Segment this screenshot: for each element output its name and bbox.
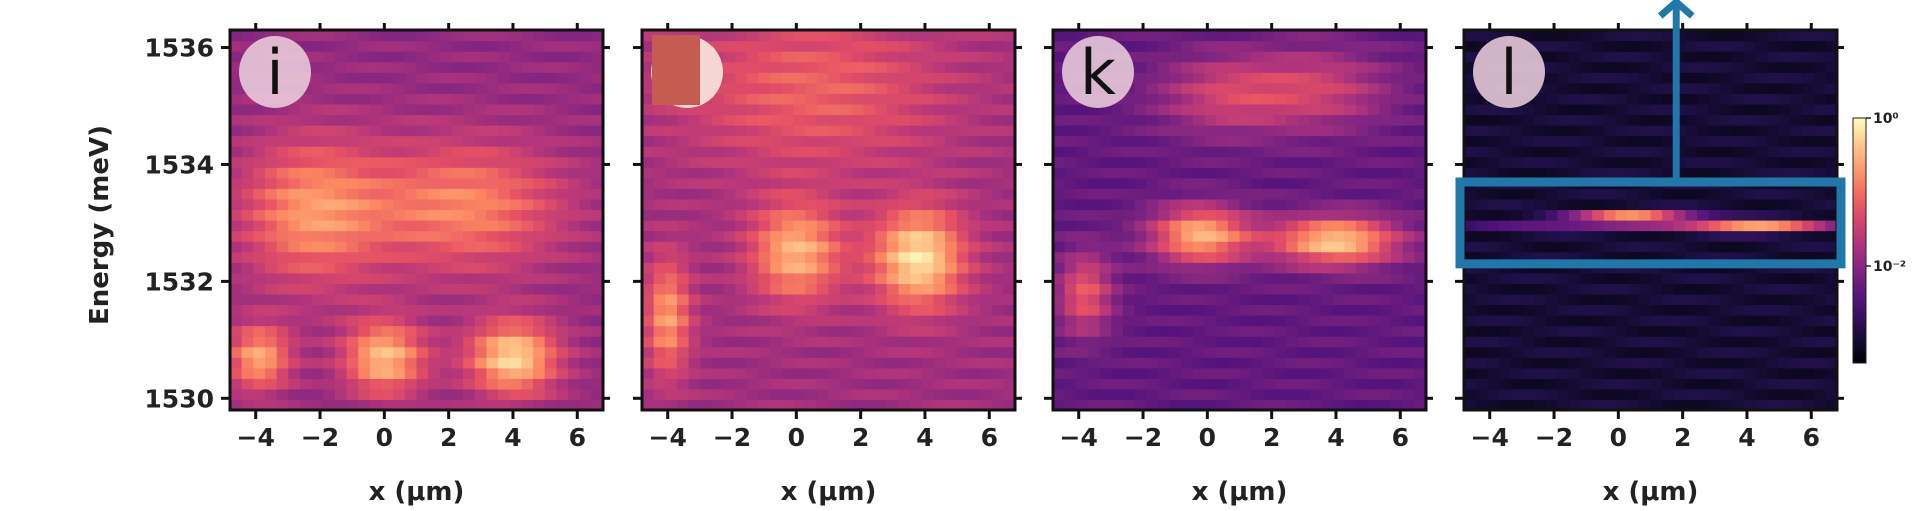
x-tick-label: −2 bbox=[1124, 423, 1162, 452]
y-tick-label: 1530 bbox=[144, 384, 214, 413]
heatmap-panel-l: −4 −2 0 2 4 6 x (μm) l bbox=[1455, 0, 1846, 507]
y-axis-title: Energy (meV) bbox=[85, 125, 115, 325]
x-tick-label: −4 bbox=[1060, 423, 1098, 452]
panel-badge bbox=[1473, 36, 1545, 108]
panel-badge-occluder bbox=[652, 35, 700, 105]
heatmap-cells bbox=[230, 30, 603, 410]
heatmap-panel-i: −4 −2 0 2 4 6 1530 1532 1534 1536 x (μm) i bbox=[144, 23, 610, 507]
y-tick-label: 1532 bbox=[144, 267, 214, 296]
heatmap-panel-k: −4 −2 0 2 4 6 x (μm) k bbox=[1044, 23, 1433, 507]
x-tick-label: −2 bbox=[301, 423, 339, 452]
plot-frame bbox=[640, 28, 1017, 412]
x-tick-label: 2 bbox=[440, 423, 457, 452]
y-tick-label: 1536 bbox=[144, 34, 214, 63]
x-axis-title: x (μm) bbox=[369, 477, 465, 507]
x-tick-label: −4 bbox=[1471, 423, 1509, 452]
panel-badge bbox=[1062, 36, 1134, 108]
x-tick-label: 6 bbox=[1803, 423, 1820, 452]
x-tick-label: 4 bbox=[916, 423, 933, 452]
x-tick-label: 0 bbox=[1610, 423, 1627, 452]
x-tick-label: 2 bbox=[1263, 423, 1280, 452]
colorbar-gradient bbox=[1852, 117, 1867, 364]
x-axis-title: x (μm) bbox=[1192, 477, 1288, 507]
x-tick-label: 6 bbox=[981, 423, 998, 452]
arrow-head bbox=[1657, 0, 1695, 19]
x-tick-label: 0 bbox=[788, 423, 805, 452]
x-tick-label: 0 bbox=[1199, 423, 1216, 452]
panel-letter: k bbox=[1080, 36, 1116, 109]
panel-letter: i bbox=[266, 36, 283, 109]
x-tick-label: −4 bbox=[237, 423, 275, 452]
x-tick-label: 6 bbox=[1392, 423, 1409, 452]
plot-frame bbox=[1051, 28, 1428, 412]
x-tick-label: 4 bbox=[504, 423, 521, 452]
x-tick-label: 2 bbox=[852, 423, 869, 452]
colorbar-min-label: 10⁻² bbox=[1873, 259, 1906, 275]
plot-frame bbox=[228, 28, 605, 412]
panel-letter: l bbox=[1500, 36, 1517, 109]
panel-badge bbox=[239, 36, 311, 108]
x-tick-label: −2 bbox=[1535, 423, 1573, 452]
x-tick-label: 4 bbox=[1738, 423, 1755, 452]
x-tick-label: −4 bbox=[649, 423, 687, 452]
x-tick-label: 6 bbox=[569, 423, 586, 452]
y-tick-label: 1534 bbox=[144, 150, 214, 179]
colorbar: 10⁰ 10⁻² bbox=[1852, 111, 1906, 364]
heatmap-cells bbox=[1053, 30, 1426, 410]
colorbar-max-label: 10⁰ bbox=[1873, 111, 1899, 127]
x-axis-title: x (μm) bbox=[781, 477, 877, 507]
x-tick-label: 2 bbox=[1674, 423, 1691, 452]
highlight-box bbox=[1455, 177, 1846, 269]
x-tick-label: −2 bbox=[713, 423, 751, 452]
heatmap-panel-j: −4 −2 0 2 4 6 x (μm) bbox=[633, 23, 1022, 507]
x-tick-label: 4 bbox=[1327, 423, 1344, 452]
x-tick-label: 0 bbox=[376, 423, 393, 452]
x-axis-title: x (μm) bbox=[1603, 477, 1699, 507]
